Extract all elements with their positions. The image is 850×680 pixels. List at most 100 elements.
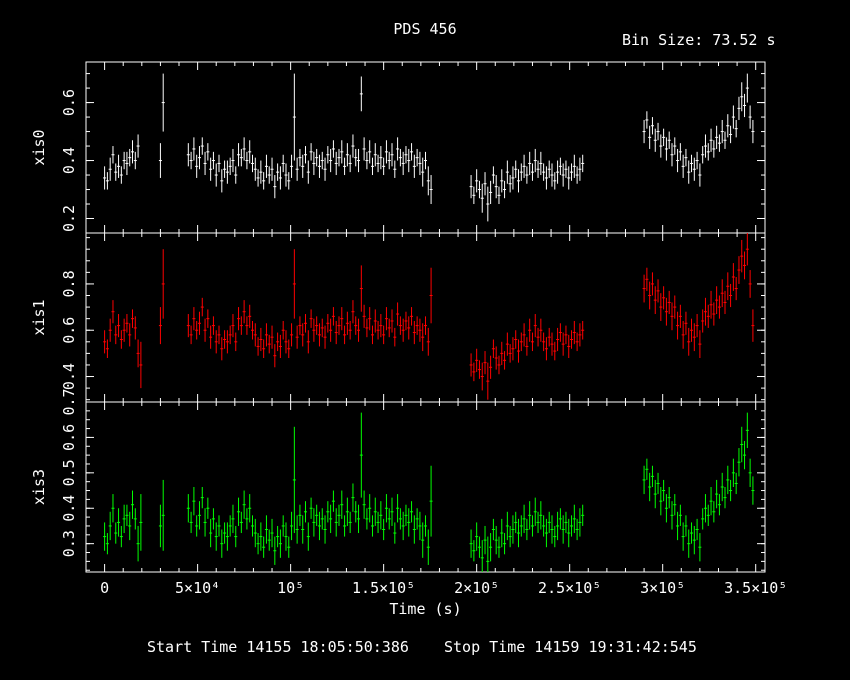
data-point	[539, 501, 543, 530]
data-point	[186, 494, 190, 523]
data-point	[656, 279, 660, 303]
data-point	[486, 536, 490, 572]
data-point	[480, 362, 484, 391]
data-point	[329, 148, 333, 173]
data-point	[382, 518, 386, 541]
y-tick-label: 0.4	[60, 363, 78, 390]
data-point	[483, 525, 487, 555]
data-point	[472, 186, 476, 205]
data-point	[698, 533, 702, 562]
data-point	[469, 529, 473, 558]
data-point	[740, 239, 744, 273]
data-point	[108, 511, 112, 541]
data-point	[114, 325, 118, 345]
data-point	[105, 533, 109, 555]
data-point	[387, 151, 391, 170]
data-point	[737, 96, 741, 120]
data-point	[398, 316, 402, 335]
data-point	[343, 157, 347, 176]
data-point	[522, 504, 526, 534]
data-point	[223, 160, 227, 178]
data-point	[200, 297, 204, 317]
data-point	[701, 309, 705, 333]
data-point	[128, 511, 132, 541]
data-point	[384, 494, 388, 523]
data-point	[404, 504, 408, 526]
data-point	[276, 525, 280, 548]
data-point	[276, 332, 280, 352]
data-point	[103, 522, 107, 551]
data-point	[662, 479, 666, 502]
data-point	[197, 146, 201, 170]
data-point	[340, 307, 344, 331]
data-point	[673, 494, 677, 516]
data-point	[119, 166, 123, 184]
bin-size-label: Bin Size: 73.52 s	[622, 31, 776, 49]
data-point	[119, 525, 123, 548]
data-point	[743, 440, 747, 470]
data-point	[673, 137, 677, 155]
data-point	[326, 314, 330, 333]
data-point	[376, 511, 380, 534]
data-point	[351, 134, 355, 158]
data-point	[740, 82, 744, 112]
data-point	[734, 119, 738, 138]
data-point	[315, 316, 319, 335]
data-point	[270, 325, 274, 349]
data-point	[726, 114, 730, 138]
data-point	[533, 497, 537, 526]
data-point	[664, 297, 668, 326]
x-tick-label: 10⁵	[277, 579, 304, 597]
data-point	[687, 529, 691, 558]
data-point	[723, 290, 727, 315]
data-point	[382, 157, 386, 176]
data-point	[357, 148, 361, 173]
data-point	[475, 348, 479, 372]
data-point	[553, 525, 557, 548]
data-point	[415, 148, 419, 167]
series-xis0	[103, 73, 755, 222]
data-point	[681, 522, 685, 551]
data-point	[131, 490, 135, 519]
data-point	[290, 154, 294, 178]
data-point	[317, 154, 321, 178]
data-point	[262, 536, 266, 558]
data-point	[158, 143, 162, 178]
data-point	[684, 311, 688, 335]
data-point	[270, 518, 274, 548]
data-point	[726, 272, 730, 301]
data-point	[412, 320, 416, 345]
data-point	[505, 332, 509, 356]
data-point	[320, 318, 324, 338]
data-point	[133, 151, 137, 170]
data-point	[748, 270, 752, 298]
data-point	[678, 304, 682, 328]
data-point	[103, 330, 107, 354]
data-point	[407, 316, 411, 340]
data-point	[220, 529, 224, 558]
data-point	[362, 490, 366, 519]
data-point	[292, 249, 296, 319]
data-point	[200, 137, 204, 155]
data-point	[315, 148, 319, 167]
data-point	[373, 143, 377, 167]
data-point	[687, 327, 691, 356]
data-point	[480, 183, 484, 213]
data-point	[508, 344, 512, 363]
data-point	[259, 522, 263, 551]
data-point	[248, 494, 252, 523]
data-point	[189, 511, 193, 534]
data-point	[259, 160, 263, 184]
data-point	[114, 522, 118, 544]
data-point	[659, 134, 663, 158]
data-point	[223, 522, 227, 544]
data-point	[536, 160, 540, 178]
data-point	[298, 504, 302, 526]
data-point	[670, 143, 674, 167]
data-point	[570, 163, 574, 181]
data-point	[220, 169, 224, 193]
data-point	[242, 490, 246, 519]
data-point	[659, 487, 663, 516]
data-point	[717, 494, 721, 516]
